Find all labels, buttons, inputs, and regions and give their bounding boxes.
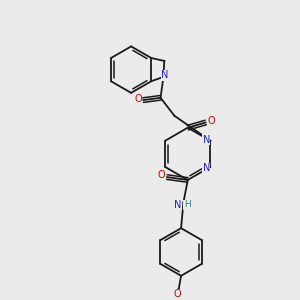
Text: O: O bbox=[208, 116, 215, 126]
Text: N: N bbox=[202, 163, 210, 173]
Text: N: N bbox=[202, 135, 210, 145]
Text: H: H bbox=[184, 200, 190, 209]
Text: O: O bbox=[173, 289, 181, 299]
Text: O: O bbox=[134, 94, 142, 104]
Text: N: N bbox=[174, 200, 181, 210]
Text: O: O bbox=[157, 170, 165, 180]
Text: N: N bbox=[161, 70, 169, 80]
